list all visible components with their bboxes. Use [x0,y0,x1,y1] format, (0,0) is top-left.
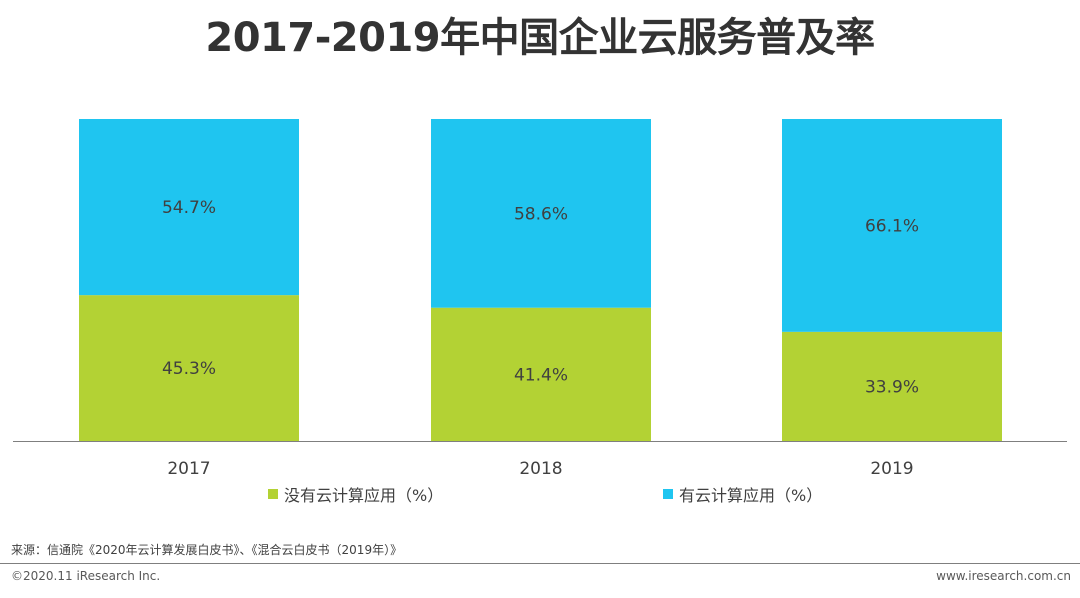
bar-segment-2018-cloud [431,119,651,308]
x-tick-label-2018: 2018 [519,459,562,479]
data-label-2018-cloud: 58.6% [514,204,568,224]
footer-divider [0,563,1080,564]
legend-item-cloud: 有云计算应用（%） [663,482,822,506]
data-label-2019-no-cloud: 33.9% [865,377,919,397]
data-label-2017-no-cloud: 45.3% [162,359,216,379]
bar-segment-2017-cloud [79,119,299,296]
legend-label-no-cloud: 没有云计算应用（%） [284,486,444,505]
data-label-2018-no-cloud: 41.4% [514,365,568,385]
copyright-text: ©2020.11 iResearch Inc. [11,569,161,583]
x-tick-label-2019: 2019 [870,459,913,479]
source-note: 来源：信通院《2020年云计算发展白皮书》、《混合云白皮书（2019年）》 [11,543,403,557]
chart-title: 2017-2019年中国企业云服务普及率 [205,15,875,61]
stacked-bar-chart: 45.3% 54.7% 2017 41.4% 58.6% 2018 33.9% 66.1% 20… [13,119,1067,479]
website-link[interactable]: www.iresearch.com.cn [936,569,1071,583]
data-label-2019-cloud: 66.1% [865,216,919,236]
legend-item-no-cloud: 没有云计算应用（%） [268,482,443,506]
data-label-2017-cloud: 54.7% [162,198,216,218]
bar-segment-2019-no-cloud [782,331,1002,441]
x-tick-label-2017: 2017 [167,459,210,479]
bar-segment-2017-no-cloud [79,295,299,441]
legend-swatch-no-cloud [268,489,278,499]
legend-swatch-cloud [663,489,673,499]
bar-segment-2019-cloud [782,119,1002,332]
legend-label-cloud: 有云计算应用（%） [679,486,823,505]
bar-segment-2018-no-cloud [431,307,651,441]
